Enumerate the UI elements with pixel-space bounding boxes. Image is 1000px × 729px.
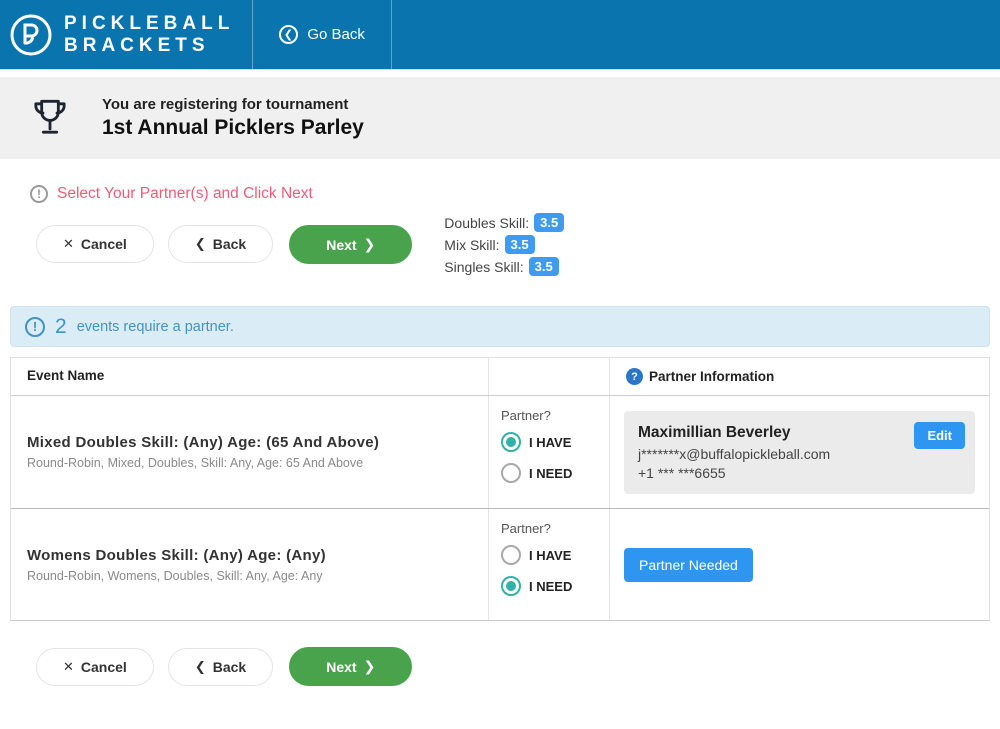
- back-button[interactable]: ❮ Back: [167, 225, 274, 263]
- partner-phone: +1 *** ***6655: [638, 464, 726, 481]
- partner-question-label: Partner?: [501, 408, 551, 423]
- next-button-bottom[interactable]: Next ❯: [289, 647, 413, 686]
- event-name-header: Event Name: [27, 368, 105, 383]
- partner-info-header: ? Partner Information: [609, 358, 989, 395]
- partner-choice-cell: Partner? I HAVE I NEED: [488, 509, 609, 620]
- brand-name: PICKLEBALL BRACKETS: [64, 12, 235, 56]
- table-row: Mixed Doubles Skill: (Any) Age: (65 And …: [11, 396, 989, 508]
- event-subtitle: Round-Robin, Womens, Doubles, Skill: Any…: [27, 568, 323, 583]
- event-title: Mixed Doubles Skill: (Any) Age: (65 And …: [27, 434, 380, 451]
- alert-count: 2: [55, 314, 67, 338]
- info-exclamation-icon: !: [30, 185, 48, 203]
- trophy-icon: [34, 99, 66, 134]
- i-have-radio[interactable]: [501, 432, 521, 452]
- alert-message: events require a partner.: [76, 318, 234, 335]
- i-have-radio[interactable]: [501, 545, 521, 565]
- back-circle-icon: ❮: [279, 25, 299, 44]
- mix-skill-badge: 3.5: [504, 235, 535, 254]
- singles-skill-line: Singles Skill: 3.5: [444, 257, 564, 276]
- partner-question-label: Partner?: [501, 521, 551, 536]
- next-chevron-icon: ❯: [363, 236, 376, 252]
- cancel-x-icon: ✕: [63, 236, 74, 251]
- banner-text: You are registering for tournament 1st A…: [102, 96, 364, 140]
- cancel-x-icon: ✕: [63, 658, 74, 674]
- event-cell: Womens Doubles Skill: (Any) Age: (Any) R…: [11, 509, 488, 620]
- next-button[interactable]: Next ❯: [289, 225, 413, 264]
- doubles-skill-badge: 3.5: [534, 213, 565, 232]
- back-button-bottom[interactable]: ❮ Back: [167, 647, 274, 686]
- partner-choice-header: [488, 358, 609, 395]
- top-controls-row: ✕ Cancel ❮ Back Next ❯ Doubles Skill: 3.…: [36, 213, 1000, 276]
- back-chevron-icon: ❮: [194, 236, 206, 251]
- go-back-label: Go Back: [307, 26, 365, 43]
- partner-info-cell: Maximillian Beverley j*******x@buffalopi…: [609, 396, 989, 508]
- doubles-skill-line: Doubles Skill: 3.5: [444, 213, 565, 232]
- top-navbar: PICKLEBALL BRACKETS ❮ Go Back: [0, 0, 1000, 70]
- go-back-button[interactable]: ❮ Go Back: [253, 0, 391, 69]
- singles-skill-badge: 3.5: [528, 257, 559, 276]
- navbar-divider: [252, 0, 254, 69]
- cancel-button[interactable]: ✕ Cancel: [36, 225, 154, 263]
- i-have-radio-option[interactable]: I HAVE: [501, 432, 609, 452]
- banner-subtitle: You are registering for tournament: [102, 96, 349, 113]
- partner-card: Maximillian Beverley j*******x@buffalopi…: [624, 410, 975, 494]
- partner-email: j*******x@buffalopickleball.com: [638, 445, 831, 462]
- event-cell: Mixed Doubles Skill: (Any) Age: (65 And …: [11, 396, 488, 508]
- i-need-radio-option[interactable]: I NEED: [501, 463, 609, 483]
- brand-logo-block[interactable]: PICKLEBALL BRACKETS: [0, 0, 252, 69]
- i-need-radio-option[interactable]: I NEED: [501, 576, 609, 596]
- back-chevron-icon: ❮: [194, 658, 206, 674]
- bottom-controls-row: ✕ Cancel ❮ Back Next ❯: [36, 647, 1000, 686]
- table-header-row: Event Name ? Partner Information: [11, 358, 989, 396]
- next-chevron-icon: ❯: [363, 658, 376, 674]
- tournament-title: 1st Annual Picklers Parley: [102, 116, 364, 139]
- partner-needed-button[interactable]: Partner Needed: [624, 547, 753, 582]
- i-need-radio[interactable]: [501, 576, 521, 596]
- alert-exclamation-icon: !: [25, 316, 45, 337]
- i-have-radio-option[interactable]: I HAVE: [501, 545, 609, 565]
- step-instruction-text: Select Your Partner(s) and Click Next: [57, 185, 313, 202]
- navbar-divider: [390, 0, 392, 69]
- navbar-banner-gap: [0, 70, 1000, 77]
- edit-partner-button[interactable]: Edit: [914, 421, 965, 449]
- mix-skill-line: Mix Skill: 3.5: [444, 235, 564, 254]
- help-question-icon[interactable]: ?: [626, 368, 643, 385]
- step-instruction: ! Select Your Partner(s) and Click Next: [30, 185, 1000, 203]
- tournament-banner: You are registering for tournament 1st A…: [0, 77, 1000, 159]
- skill-ratings: Doubles Skill: 3.5 Mix Skill: 3.5 Single…: [444, 213, 565, 276]
- events-table: Event Name ? Partner Information Mixed D…: [10, 357, 990, 621]
- table-row: Womens Doubles Skill: (Any) Age: (Any) R…: [11, 508, 989, 620]
- pickleball-brackets-logo-icon: [10, 14, 52, 55]
- event-title: Womens Doubles Skill: (Any) Age: (Any): [27, 546, 326, 564]
- partner-choice-cell: Partner? I HAVE I NEED: [488, 396, 609, 508]
- i-need-radio[interactable]: [501, 463, 521, 483]
- partner-name: Maximillian Beverley: [638, 423, 791, 441]
- partner-info-cell: Partner Needed: [609, 509, 989, 620]
- event-subtitle: Round-Robin, Mixed, Doubles, Skill: Any,…: [27, 456, 364, 470]
- partner-required-alert: ! 2 events require a partner.: [10, 306, 990, 347]
- cancel-button-bottom[interactable]: ✕ Cancel: [36, 647, 154, 686]
